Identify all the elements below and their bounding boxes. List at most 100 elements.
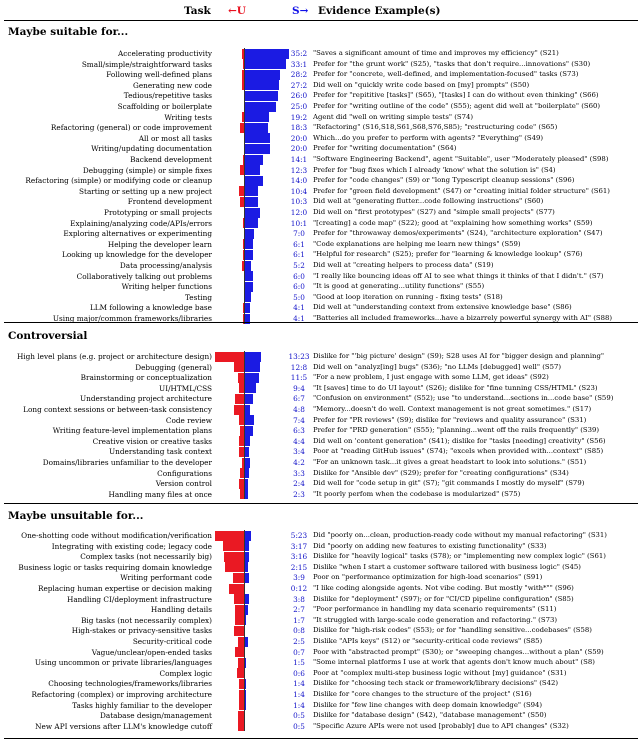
bar-unsuitable [239,700,244,711]
bar-suitable [245,239,253,250]
count-ratio: 2:3 [293,489,305,499]
task-label: Small/simple/straightforward tasks [81,59,212,69]
bar-suitable [245,154,263,165]
table-row: Brainstorming or conceptualization 11:5 "F… [0,372,642,383]
bar-suitable [245,165,260,176]
table-row: Configurations 3:3 Dislike for "Ansible de… [0,468,642,479]
evidence-text: "Some internal platforms I use at work t… [313,658,595,667]
table-row: Vague/unclear/open-ended tasks 0:7 Poor wi… [0,647,642,658]
count-ratio: 6:1 [293,250,305,260]
evidence-text: "[creating] a code map" (S22); good at "… [313,218,593,227]
header-legend-unsuitable: ←U [228,5,246,17]
table-row: UI/HTML/CSS 9:4 "It [saves] time to do UI … [0,383,642,394]
evidence-text: Dislike "when I start a customer softwar… [313,562,581,571]
count-ratio: 20:0 [290,144,308,154]
bar-suitable [245,249,253,260]
task-label: Domains/libraries unfamiliar to the deve… [42,458,212,467]
evidence-text: Did well for "code setup in git" (S7); "… [313,479,585,488]
count-ratio: 2:4 [293,479,305,489]
task-label: Tasks highly familiar to the developer [72,700,212,710]
task-label: Starting or setting up a new project [79,186,212,196]
bar-unsuitable [242,313,244,324]
task-label: One-shotting code without modification/v… [21,531,212,540]
evidence-text: Did well at "creating helpers to process… [313,261,494,269]
evidence-text: Prefer for "green field development" (S4… [313,186,610,195]
section-rule [4,20,638,21]
bar-unsuitable [240,425,244,436]
table-row: New API versions after LLM's knowledge c… [0,721,642,732]
bar-unsuitable [241,69,244,80]
task-label: Choosing technologies/frameworks/librari… [48,679,212,689]
task-label: LLM following a knowledge base [89,303,212,313]
bar-suitable [245,700,247,711]
evidence-text: Did well on 'content generation" (S41); … [313,436,606,445]
bar-suitable [245,59,287,70]
bar-axis [244,530,245,732]
bar-suitable [245,281,253,292]
bar-suitable [245,362,260,373]
evidence-text: Dislike for "few line changes with deep … [313,700,543,709]
count-ratio: 12:8 [290,362,308,372]
evidence-text: "Specific Azure APIs were not used [prob… [313,721,569,730]
bar-suitable [245,218,258,229]
bar-unsuitable [235,647,244,658]
count-ratio: 4:1 [293,303,305,313]
task-label: Writing performant code [120,573,212,583]
bar-suitable [245,446,249,457]
evidence-text: Did well at "understanding context from … [313,303,572,312]
table-row: Code review 7:4 Prefer for "PR reviews" (S… [0,415,642,426]
evidence-text: Prefer for "throwaway demos/experiments"… [313,229,603,238]
bar-unsuitable [239,383,244,394]
table-row: Writing performant code 3:9 Poor on "perfo… [0,572,642,583]
table-row: All or most all tasks 20:0 Which...do you … [0,133,642,144]
count-ratio: 12:0 [290,208,308,217]
evidence-text: Did well on "quickly write code based on… [313,80,530,89]
bar-unsuitable [234,625,244,636]
count-ratio: 12:3 [290,165,308,175]
count-ratio: 0:8 [293,626,305,636]
table-row: Writing feature-level implementation pla… [0,425,642,436]
bar-unsuitable [234,362,244,373]
evidence-text: "It poorly perfom when the codebase is m… [313,489,521,498]
task-label: New API versions after LLM's knowledge c… [35,721,212,731]
task-label: High level plans (e.g. project or archit… [16,352,212,361]
task-label: Creative vision or creative tasks [92,436,212,446]
evidence-text: Dislike for "'big picture' design" (S9);… [313,352,605,360]
bar-suitable [245,112,269,123]
task-label: Collaboratively talking out problems [76,271,212,281]
count-ratio: 14:1 [290,155,308,164]
task-label: Handling CI/deployment infrastructure [66,594,212,604]
count-ratio: 2:5 [293,637,305,646]
bar-suitable [245,404,250,415]
count-ratio: 0:12 [290,584,308,593]
table-row: Handling details 2:7 "Poor performance in … [0,604,642,615]
evidence-text: "Saves a significant amount of time and … [313,49,559,57]
evidence-text: Prefer for "writing documentation" (S64) [313,144,457,153]
evidence-text: Poor with "abstracted prompt" (S30); or … [313,647,604,656]
count-ratio: 6:0 [293,271,305,281]
bar-unsuitable [237,710,244,721]
table-row: Writing tests 19:2 Agent did "well on writ… [0,112,642,123]
header-evidence: Evidence Example(s) [318,5,441,17]
task-label: Prototyping or small projects [104,208,212,217]
bar-suitable [245,48,289,59]
bar-unsuitable [241,112,244,123]
count-ratio: 25:0 [290,102,308,111]
count-ratio: 3:17 [290,541,308,551]
header-task: Task [184,5,211,17]
table-row: Small/simple/straightforward tasks 33:1 Pr… [0,59,642,70]
bar-unsuitable [242,154,244,165]
bar-suitable [245,122,268,133]
table-row: Scaffolding or boilerplate 25:0 Prefer for… [0,101,642,112]
table-row: Writing helper functions 6:0 "It is good a… [0,281,642,292]
count-ratio: 1:4 [293,700,305,710]
task-label: Debugging (simple) or simple fixes [82,165,212,175]
bar-unsuitable [239,436,244,447]
table-row: Tasks highly familiar to the developer 1:… [0,700,642,711]
evidence-text: Prefer for "writing outline of the code"… [313,102,601,110]
count-ratio: 5:23 [290,531,308,540]
evidence-text: "Refactoring" (S16,S18,S61,S68,S76,S85);… [313,123,558,132]
bar-unsuitable [239,478,244,489]
table-row: Tedious/repetitive tasks 26:0 Prefer for "… [0,90,642,101]
